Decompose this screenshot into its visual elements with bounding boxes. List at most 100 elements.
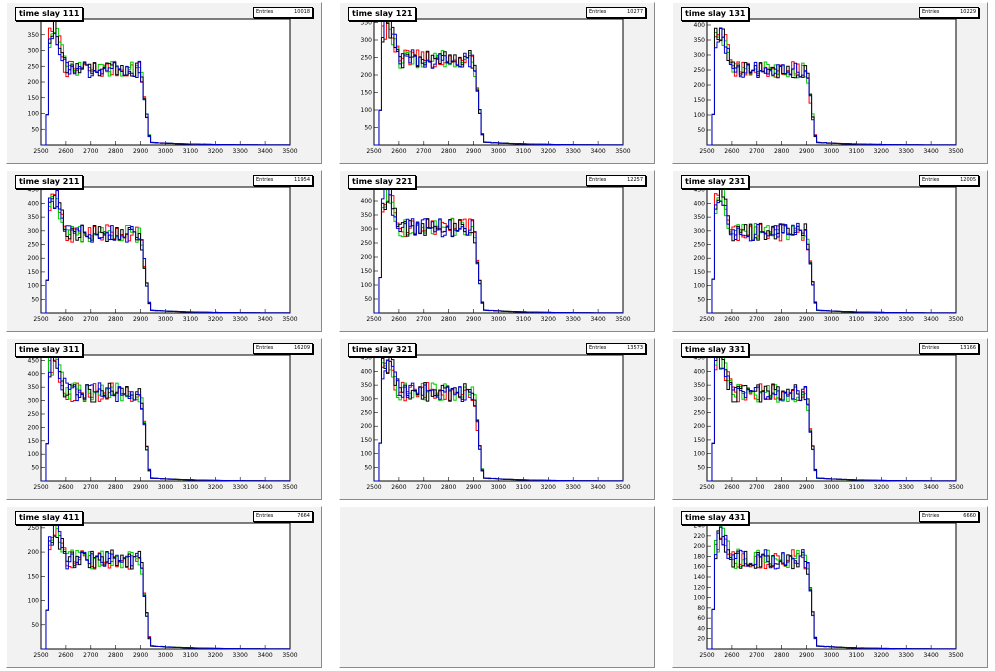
plot-frame — [40, 186, 291, 314]
x-tick-label: 2600 — [58, 316, 73, 323]
y-tick-label: 350 — [28, 384, 40, 391]
y-tick-label: 50 — [697, 127, 705, 134]
x-tick-label: 2600 — [58, 484, 73, 491]
y-tick-label: 450 — [694, 355, 706, 362]
empty-pad — [339, 506, 655, 668]
x-tick-label: 2700 — [416, 484, 431, 491]
histogram-title: time slay 111 — [15, 7, 84, 21]
histogram-pad: 2500 2600 2700 2800 2900 3000 3100 3200 3300 3400… — [672, 338, 988, 500]
x-tick-label: 2500 — [33, 148, 48, 155]
histogram-title: time slay 211 — [15, 175, 84, 189]
x-tick-label: 3400 — [923, 148, 938, 155]
x-tick-label: 2800 — [441, 484, 456, 491]
histogram-title: time slay 221 — [348, 175, 417, 189]
stats-entries-value: 13573 — [627, 345, 643, 351]
stats-entries-value: 12005 — [960, 177, 976, 183]
x-tick-label: 3200 — [541, 316, 556, 323]
y-tick-label: 200 — [361, 423, 373, 430]
stats-entries-label: Entries — [589, 345, 607, 351]
y-tick-label: 50 — [697, 296, 705, 303]
plot-frame — [706, 522, 957, 650]
x-tick-label: 3100 — [516, 484, 531, 491]
x-tick-label: 2700 — [83, 484, 98, 491]
x-tick-label: 2600 — [58, 652, 73, 659]
y-tick-label: 250 — [28, 525, 40, 532]
y-tick-label: 200 — [694, 423, 706, 430]
x-tick-label: 2900 — [799, 316, 814, 323]
x-tick-label: 3000 — [491, 316, 506, 323]
y-tick-label: 200 — [694, 82, 706, 89]
y-tick-label: 350 — [361, 212, 373, 219]
plot-frame — [40, 354, 291, 482]
histogram-plot: 2500 2600 2700 2800 2900 3000 3100 3200 3300 3400… — [28, 18, 298, 155]
stats-entries-label: Entries — [922, 177, 940, 183]
histogram-plot: 2500 2600 2700 2800 2900 3000 3100 3200 3300 3400… — [28, 354, 298, 491]
x-tick-label: 3300 — [233, 652, 248, 659]
histogram-pad: 2500 2600 2700 2800 2900 3000 3100 3200 3300 3400… — [6, 506, 322, 668]
x-tick-label: 2500 — [33, 484, 48, 491]
x-tick-label: 2500 — [366, 484, 381, 491]
stats-entries-value: 16209 — [294, 345, 310, 351]
x-tick-label: 2700 — [749, 316, 764, 323]
x-tick-label: 2900 — [133, 316, 148, 323]
y-tick-label: 100 — [694, 283, 706, 290]
stats-entries-value: 12257 — [627, 177, 643, 183]
histogram-series-4 — [707, 27, 957, 146]
y-tick-label: 120 — [694, 584, 706, 591]
y-tick-label: 300 — [28, 228, 40, 235]
x-tick-label: 2900 — [133, 484, 148, 491]
y-tick-label: 150 — [694, 269, 706, 276]
x-tick-label: 2600 — [724, 484, 739, 491]
x-tick-label: 2900 — [799, 148, 814, 155]
x-tick-label: 2700 — [749, 148, 764, 155]
histogram-series-4 — [41, 33, 291, 146]
x-tick-label: 3300 — [899, 484, 914, 491]
y-tick-label: 250 — [361, 410, 373, 417]
x-tick-label: 2900 — [799, 652, 814, 659]
y-tick-label: 400 — [361, 198, 373, 205]
x-tick-label: 2500 — [33, 316, 48, 323]
stats-entries-label: Entries — [922, 9, 940, 15]
x-tick-label: 3400 — [257, 148, 272, 155]
x-tick-label: 3300 — [233, 148, 248, 155]
x-tick-label: 3200 — [208, 484, 223, 491]
stats-entries-label: Entries — [589, 9, 607, 15]
y-tick-label: 300 — [694, 228, 706, 235]
x-tick-label: 2600 — [724, 316, 739, 323]
stats-entries-value: 13166 — [960, 345, 976, 351]
histogram-series-4 — [41, 354, 291, 482]
y-tick-label: 100 — [694, 595, 706, 602]
y-tick-label: 250 — [694, 410, 706, 417]
x-tick-label: 3400 — [590, 148, 605, 155]
y-tick-label: 450 — [28, 187, 40, 194]
histogram-pad: 2500 2600 2700 2800 2900 3000 3100 3200 3300 3400… — [6, 338, 322, 500]
x-tick-label: 2800 — [774, 484, 789, 491]
x-tick-label: 3000 — [824, 652, 839, 659]
y-tick-label: 350 — [28, 32, 40, 39]
y-tick-label: 200 — [361, 254, 373, 261]
y-tick-label: 350 — [28, 214, 40, 221]
y-tick-label: 300 — [694, 396, 706, 403]
y-tick-label: 250 — [694, 67, 706, 74]
x-tick-label: 3500 — [948, 316, 963, 323]
y-tick-label: 300 — [28, 48, 40, 55]
histogram-pad: 2500 2600 2700 2800 2900 3000 3100 3200 3300 3400… — [672, 506, 988, 668]
plot-frame — [706, 186, 957, 314]
y-tick-label: 250 — [694, 242, 706, 249]
x-tick-label: 2800 — [441, 148, 456, 155]
stats-entries-label: Entries — [922, 345, 940, 351]
stats-box: Entries 10277 — [586, 7, 646, 18]
stats-entries-label: Entries — [922, 513, 940, 519]
x-tick-label: 3500 — [948, 148, 963, 155]
x-tick-label: 3200 — [541, 484, 556, 491]
x-tick-label: 3400 — [923, 484, 938, 491]
x-tick-label: 3000 — [158, 148, 173, 155]
stats-box: Entries 12005 — [919, 175, 979, 186]
histogram-title: time slay 411 — [15, 511, 84, 525]
x-tick-label: 2500 — [366, 148, 381, 155]
x-tick-label: 3400 — [257, 484, 272, 491]
y-tick-label: 100 — [694, 451, 706, 458]
stats-entries-label: Entries — [589, 177, 607, 183]
x-tick-label: 3500 — [282, 316, 297, 323]
y-tick-label: 250 — [361, 240, 373, 247]
